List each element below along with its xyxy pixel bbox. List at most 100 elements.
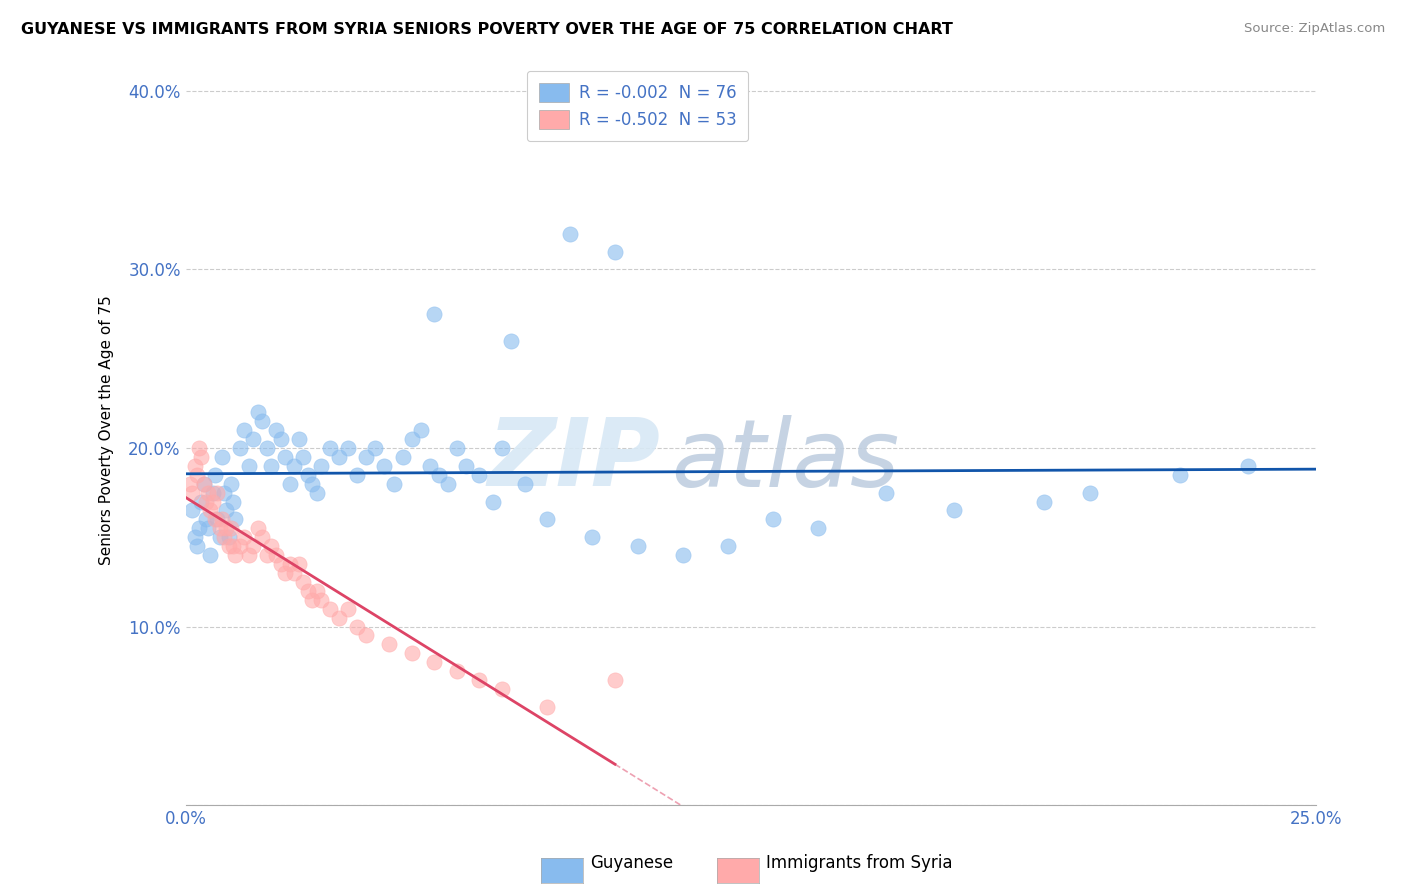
Point [264,423,287,437]
Point [1168,467,1191,482]
Point [200,548,222,562]
Point [346,619,368,633]
Point [328,610,350,624]
Point [224,512,246,526]
Point [219,476,242,491]
Point [454,458,477,473]
Point [1033,494,1056,508]
Point [491,681,513,696]
Point [297,583,319,598]
Point [246,521,269,535]
Point [179,476,201,491]
Point [260,458,283,473]
Point [218,539,240,553]
Point [305,583,328,598]
Point [211,450,233,464]
Point [762,512,785,526]
Point [256,441,278,455]
Point [378,637,401,651]
Text: Guyanese: Guyanese [591,855,673,872]
Point [186,539,208,553]
Text: Source: ZipAtlas.com: Source: ZipAtlas.com [1244,22,1385,36]
Point [264,548,287,562]
Point [229,441,252,455]
Point [256,548,278,562]
Text: GUYANESE VS IMMIGRANTS FROM SYRIA SENIORS POVERTY OVER THE AGE OF 75 CORRELATION: GUYANESE VS IMMIGRANTS FROM SYRIA SENIOR… [21,22,953,37]
Point [215,521,238,535]
Point [468,673,491,687]
Point [222,539,245,553]
Point [181,503,204,517]
Point [401,646,423,660]
Point [260,539,283,553]
Point [278,557,301,571]
Point [319,441,342,455]
Point [1236,458,1258,473]
Y-axis label: Seniors Poverty Over the Age of 75: Seniors Poverty Over the Age of 75 [100,295,114,565]
Point [436,476,458,491]
Point [208,521,231,535]
Point [423,655,446,669]
Point [292,450,315,464]
Point [468,467,491,482]
Point [499,334,522,348]
Point [219,521,242,535]
Point [246,405,269,419]
Point [242,432,264,446]
Point [391,450,413,464]
Point [309,592,332,607]
Point [301,592,323,607]
Point [401,432,423,446]
Point [305,485,328,500]
Point [233,423,256,437]
Point [446,664,468,678]
Point [204,467,226,482]
Point [204,512,226,526]
Point [224,548,246,562]
Point [218,530,240,544]
Point [233,530,256,544]
Point [346,467,368,482]
Point [238,548,260,562]
Legend: R = -0.002  N = 76, R = -0.502  N = 53: R = -0.002 N = 76, R = -0.502 N = 53 [527,71,748,141]
Point [188,521,211,535]
Point [212,485,235,500]
Point [193,476,215,491]
Point [274,450,297,464]
Text: Immigrants from Syria: Immigrants from Syria [766,855,953,872]
Point [536,699,558,714]
Point [309,458,332,473]
Point [558,227,581,241]
Point [201,485,224,500]
Point [200,503,222,517]
Point [190,450,212,464]
Point [215,503,238,517]
Point [229,539,252,553]
Point [197,521,219,535]
Point [252,530,274,544]
Point [942,503,965,517]
Point [875,485,897,500]
Point [193,476,215,491]
Point [672,548,695,562]
Point [603,673,626,687]
Point [337,441,360,455]
Point [427,467,450,482]
Point [194,494,217,508]
Point [297,467,319,482]
Point [252,414,274,428]
Point [197,485,219,500]
Point [603,244,626,259]
Point [283,458,305,473]
Point [274,566,297,580]
Point [208,530,231,544]
Point [194,512,217,526]
Point [181,485,204,500]
Point [482,494,505,508]
Point [183,458,205,473]
Point [287,557,309,571]
Point [337,601,360,615]
Point [278,476,301,491]
Point [328,450,350,464]
Point [207,512,229,526]
